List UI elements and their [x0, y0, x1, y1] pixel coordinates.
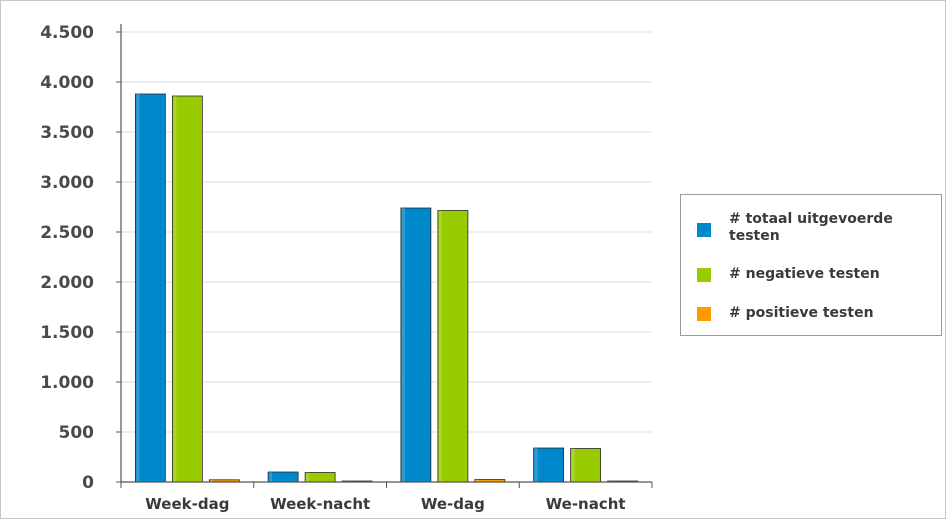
axis-labels: 0 500 1.000 1.500 2.000 2.500 3.000 3.500 4.000 4… [40, 23, 625, 513]
bar-highlight [475, 479, 479, 482]
bar [533, 447, 565, 483]
y-tick-label: 2.000 [40, 273, 94, 293]
bar [304, 472, 336, 483]
gridlines [121, 31, 652, 433]
x-tick-label: Week-nacht [270, 495, 370, 513]
bar-highlight [269, 472, 273, 482]
y-tick-label: 0 [82, 473, 94, 493]
y-tick-label: 2.500 [40, 223, 94, 243]
bar [267, 471, 299, 483]
bar-highlight [438, 210, 442, 482]
bar-highlight [401, 208, 405, 482]
x-tick-label: We-nacht [546, 495, 626, 513]
legend-swatch-totaal [697, 223, 711, 237]
y-tick-label: 4.500 [40, 23, 94, 43]
y-tick-label: 1.000 [40, 373, 94, 393]
bar [437, 210, 469, 483]
x-tick-label: Week-dag [145, 495, 229, 513]
y-tick-label: 500 [59, 423, 95, 443]
bar-highlight [306, 472, 310, 482]
bar-highlight [534, 448, 538, 482]
bar [400, 207, 432, 483]
y-tick-label: 1.500 [40, 323, 94, 343]
bars [134, 93, 639, 483]
bar-highlight [136, 94, 140, 482]
x-tick-label: We-dag [421, 495, 485, 513]
legend-swatch-positief [697, 307, 711, 321]
bar-highlight [571, 448, 575, 482]
y-tick-label: 3.000 [40, 173, 94, 193]
bar-highlight [210, 479, 214, 482]
y-tick-label: 3.500 [40, 123, 94, 143]
bar [570, 448, 602, 483]
legend-label-negatief: # negatieve testen [729, 266, 880, 282]
y-tick-label: 4.000 [40, 73, 94, 93]
axes [116, 24, 653, 488]
bar [134, 93, 166, 483]
bar-highlight [173, 96, 177, 482]
legend-swatch-negatief [697, 268, 711, 282]
legend-label-totaal: # totaal uitgevoerde testen [729, 211, 893, 244]
bar [171, 95, 203, 483]
legend-label-positief: # positieve testen [729, 305, 874, 321]
legend: # totaal uitgevoerde testen # negatieve … [680, 194, 942, 336]
